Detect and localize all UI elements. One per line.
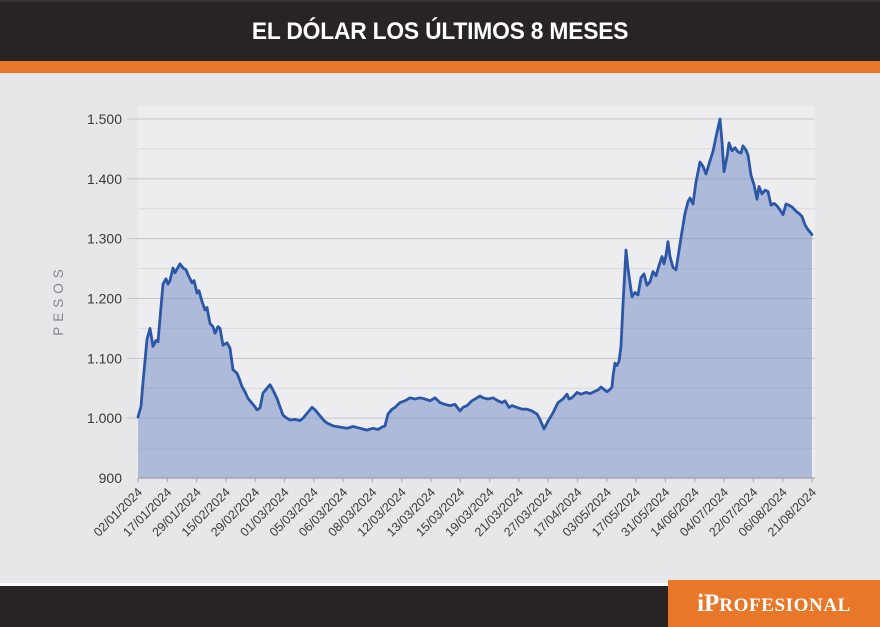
y-axis-label: 1.100: [87, 350, 122, 366]
brand-logo-rest: ROFESIONAL: [719, 594, 851, 616]
brand-logo: i P ROFESIONAL: [697, 590, 851, 618]
series-line: [136, 117, 814, 432]
page-title: EL DÓLAR LOS ÚLTIMOS 8 MESES: [251, 17, 629, 45]
y-axis-label: 900: [99, 470, 123, 486]
brand-logo-p: P: [704, 589, 720, 617]
y-axis-label: 1.200: [87, 291, 122, 307]
x-axis-ticks: [137, 478, 813, 482]
y-axis-labels: 900 1.000 1.100 1.200 1.300 1.400 1.500: [87, 111, 122, 486]
y-axis-label: 1.400: [87, 171, 122, 187]
brand-plate: i P ROFESIONAL: [668, 580, 880, 627]
brand-logo-i: i: [697, 589, 705, 617]
footer-divider: [0, 583, 880, 586]
x-axis-labels: 02/01/202417/01/202429/01/202415/02/2024…: [91, 485, 819, 539]
y-axis-label: 1.300: [87, 231, 122, 247]
footer-bar: [0, 586, 668, 627]
y-axis-title: PESOS: [51, 264, 66, 336]
y-axis-label: 1.000: [87, 410, 122, 426]
series-area: [138, 119, 812, 478]
y-axis-label: 1.500: [87, 111, 122, 127]
accent-stripe: [0, 61, 880, 73]
header-bar: EL DÓLAR LOS ÚLTIMOS 8 MESES: [0, 0, 880, 61]
